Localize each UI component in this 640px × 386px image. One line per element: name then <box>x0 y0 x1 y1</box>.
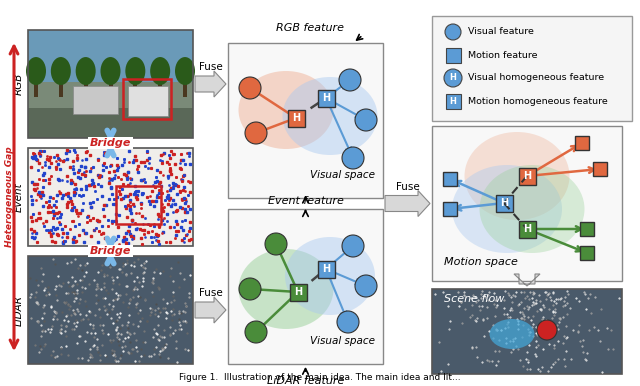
Ellipse shape <box>490 319 534 349</box>
Ellipse shape <box>125 57 145 85</box>
FancyBboxPatch shape <box>287 110 305 127</box>
Text: Heterogeneous Gap: Heterogeneous Gap <box>6 147 15 247</box>
Text: H: H <box>292 113 300 123</box>
Text: RGB: RGB <box>14 73 24 95</box>
FancyBboxPatch shape <box>580 222 594 236</box>
Circle shape <box>239 278 261 300</box>
FancyBboxPatch shape <box>133 82 138 97</box>
Text: Scene flow: Scene flow <box>444 294 504 304</box>
Text: H: H <box>322 93 330 103</box>
Circle shape <box>245 321 267 343</box>
Circle shape <box>355 275 377 297</box>
FancyBboxPatch shape <box>228 209 383 364</box>
FancyBboxPatch shape <box>34 82 38 97</box>
Polygon shape <box>195 71 226 97</box>
Polygon shape <box>385 191 430 217</box>
Text: H: H <box>294 287 302 297</box>
Circle shape <box>239 77 261 99</box>
Ellipse shape <box>76 57 95 85</box>
Circle shape <box>337 311 359 333</box>
Text: Visual space: Visual space <box>310 336 375 346</box>
Ellipse shape <box>285 237 375 315</box>
Text: Fuse: Fuse <box>396 181 419 191</box>
FancyBboxPatch shape <box>28 108 193 138</box>
FancyBboxPatch shape <box>84 82 88 97</box>
Text: H: H <box>523 171 531 181</box>
Ellipse shape <box>452 165 562 253</box>
Ellipse shape <box>26 57 46 85</box>
Text: RGB feature: RGB feature <box>276 23 344 33</box>
Text: Motion space: Motion space <box>444 257 518 267</box>
Text: Figure 1.  Illustration of the main idea. The main idea and lit...: Figure 1. Illustration of the main idea.… <box>179 373 461 382</box>
FancyBboxPatch shape <box>183 82 187 97</box>
Text: H: H <box>523 224 531 234</box>
Ellipse shape <box>282 77 378 155</box>
FancyBboxPatch shape <box>446 48 461 63</box>
Text: H: H <box>500 198 508 208</box>
Circle shape <box>445 24 461 40</box>
FancyBboxPatch shape <box>518 168 536 185</box>
Text: Event: Event <box>14 182 24 212</box>
Circle shape <box>342 235 364 257</box>
FancyBboxPatch shape <box>593 162 607 176</box>
FancyBboxPatch shape <box>109 82 113 97</box>
Circle shape <box>537 320 557 340</box>
FancyBboxPatch shape <box>28 256 193 364</box>
Text: H: H <box>449 96 456 105</box>
Text: Visual space: Visual space <box>310 170 375 180</box>
Circle shape <box>245 122 267 144</box>
Text: Visual homogeneous feature: Visual homogeneous feature <box>468 73 604 83</box>
FancyBboxPatch shape <box>432 16 632 121</box>
Text: LiDAR feature: LiDAR feature <box>267 376 344 386</box>
FancyBboxPatch shape <box>575 136 589 150</box>
Ellipse shape <box>150 57 170 85</box>
FancyBboxPatch shape <box>59 82 63 97</box>
Ellipse shape <box>175 57 195 85</box>
FancyBboxPatch shape <box>289 283 307 300</box>
FancyBboxPatch shape <box>228 43 383 198</box>
Circle shape <box>265 233 287 255</box>
Text: Event feature: Event feature <box>268 196 344 207</box>
Text: Motion feature: Motion feature <box>468 51 538 59</box>
Text: H: H <box>322 264 330 274</box>
Text: LiDAR: LiDAR <box>14 295 24 325</box>
Polygon shape <box>195 297 226 323</box>
FancyBboxPatch shape <box>158 82 162 97</box>
FancyBboxPatch shape <box>28 30 193 82</box>
FancyBboxPatch shape <box>128 86 168 117</box>
Text: Bridge: Bridge <box>90 246 131 256</box>
FancyBboxPatch shape <box>28 148 193 246</box>
FancyBboxPatch shape <box>73 86 118 114</box>
Text: Bridge: Bridge <box>90 138 131 148</box>
Text: H: H <box>449 73 456 83</box>
Ellipse shape <box>100 57 120 85</box>
Ellipse shape <box>465 132 570 220</box>
Circle shape <box>339 69 361 91</box>
Ellipse shape <box>51 57 71 85</box>
FancyBboxPatch shape <box>446 94 461 109</box>
FancyBboxPatch shape <box>432 289 622 374</box>
Polygon shape <box>514 274 540 286</box>
Ellipse shape <box>479 165 584 253</box>
Circle shape <box>342 147 364 169</box>
FancyBboxPatch shape <box>317 90 335 107</box>
Circle shape <box>355 109 377 131</box>
FancyBboxPatch shape <box>432 126 622 281</box>
Ellipse shape <box>239 249 333 329</box>
Text: Fuse: Fuse <box>198 62 222 72</box>
Ellipse shape <box>239 71 333 149</box>
Circle shape <box>444 69 462 87</box>
FancyBboxPatch shape <box>580 246 594 260</box>
FancyBboxPatch shape <box>495 195 513 212</box>
Text: Fuse: Fuse <box>198 288 222 298</box>
FancyBboxPatch shape <box>443 202 457 216</box>
Text: Motion homogeneous feature: Motion homogeneous feature <box>468 96 608 105</box>
Text: Visual feature: Visual feature <box>468 27 534 37</box>
FancyBboxPatch shape <box>443 172 457 186</box>
FancyBboxPatch shape <box>28 82 193 138</box>
FancyBboxPatch shape <box>317 261 335 278</box>
FancyBboxPatch shape <box>518 220 536 237</box>
